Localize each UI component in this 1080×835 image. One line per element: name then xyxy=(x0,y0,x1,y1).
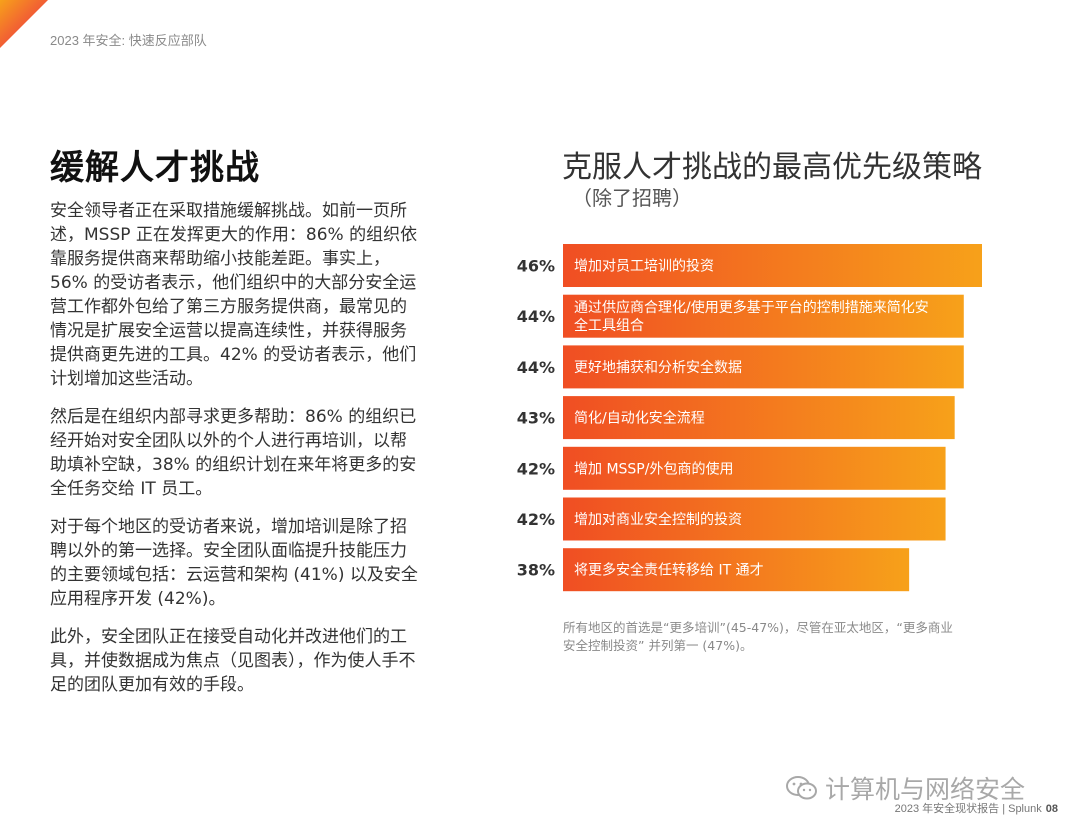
bar xyxy=(563,446,946,490)
paragraph-3: 对于每个地区的受访者来说，增加培训是除了招聘以外的第一选择。安全团队面临提升技能… xyxy=(50,517,418,609)
footer-text: 2023 年安全现状报告 | Splunk xyxy=(894,803,1042,815)
category-label: 全工具组合 xyxy=(574,317,644,334)
section-title: 缓解人才挑战 xyxy=(50,148,260,188)
bar xyxy=(563,345,964,389)
report-header: 2023 年安全: 快速反应部队 xyxy=(50,33,207,48)
paragraph-4: 此外，安全团队正在接受自动化并改进他们的工具，并使数据成为焦点（见图表），作为使… xyxy=(50,627,416,695)
bar xyxy=(563,497,946,541)
category-label: 增加对商业安全控制的投资 xyxy=(574,511,742,528)
paragraph-2: 然后是在组织内部寻求更多帮助：86% 的组织已经开始对安全团队以外的个人进行再培… xyxy=(50,407,417,499)
chart-subtitle: （除了招聘） xyxy=(572,186,692,210)
value-label: 44% xyxy=(517,358,555,377)
corner-accent xyxy=(0,0,48,48)
category-label: 更好地捕获和分析安全数据 xyxy=(574,359,742,376)
category-label: 增加 MSSP/外包商的使用 xyxy=(574,460,733,477)
chart-note: 所有地区的首选是“更多培训”(45-47%)，尽管在亚太地区，“更多商业安全控制… xyxy=(563,620,953,653)
watermark: 计算机与网络安全 xyxy=(785,770,1025,806)
category-label: 简化/自动化安全流程 xyxy=(574,410,705,427)
bar xyxy=(563,244,982,287)
bar xyxy=(563,396,955,440)
bar xyxy=(563,548,910,592)
category-label: 增加对员工培训的投资 xyxy=(574,259,714,275)
value-label: 44% xyxy=(517,307,555,326)
category-label: 通过供应商合理化/使用更多基于平台的控制措施来简化安 xyxy=(574,299,929,316)
chart-title: 克服人才挑战的最高优先级策略 xyxy=(562,150,982,185)
value-label: 43% xyxy=(517,409,555,428)
value-label: 42% xyxy=(517,510,555,529)
watermark-text: 计算机与网络安全 xyxy=(825,775,1026,804)
wechat-icon xyxy=(786,776,817,800)
page-number: 08 xyxy=(1045,803,1058,815)
page-footer: 2023 年安全现状报告 | Splunk 08 xyxy=(895,800,1058,816)
left-column: 缓解人才挑战 安全领导者正在采取措施缓解挑战。如前一页所述，MSSP 正在发挥更… xyxy=(50,140,420,711)
value-label: 38% xyxy=(517,561,555,580)
paragraph-1: 安全领导者正在采取措施缓解挑战。如前一页所述，MSSP 正在发挥更大的作用：86… xyxy=(50,201,418,389)
value-label: 46% xyxy=(517,257,555,276)
category-label: 将更多安全责任转移给 IT 通才 xyxy=(574,562,764,579)
bar xyxy=(563,294,964,338)
value-label: 42% xyxy=(517,459,555,478)
